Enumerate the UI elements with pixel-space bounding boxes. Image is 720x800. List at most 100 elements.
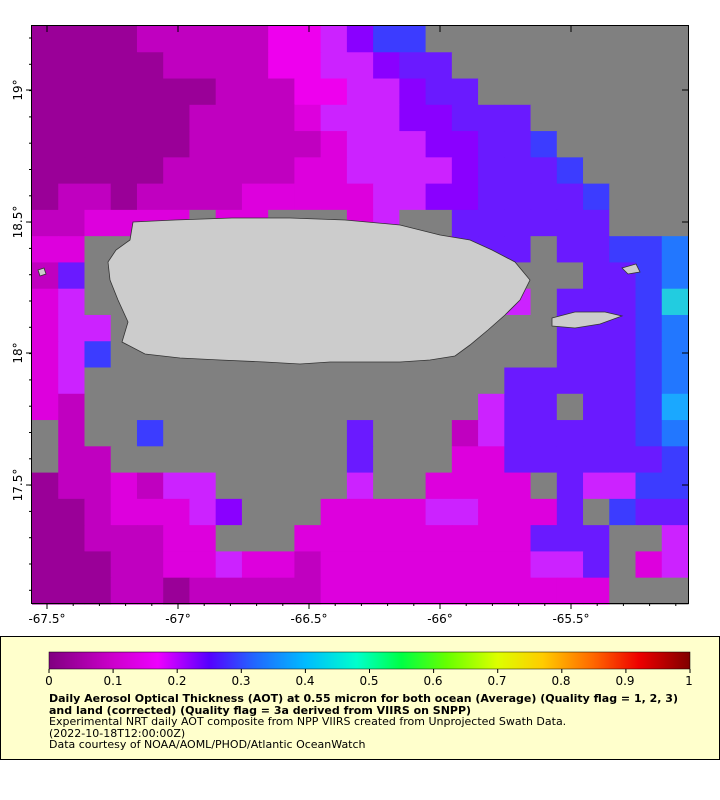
aot-cell — [320, 577, 348, 605]
aot-cell — [110, 498, 138, 526]
aot-cell — [58, 288, 86, 316]
aot-cell — [373, 157, 400, 185]
no-data-cell — [373, 472, 400, 500]
aot-cell — [58, 314, 86, 342]
aot-cell — [504, 157, 532, 185]
aot-cell — [504, 104, 532, 132]
aot-cell — [110, 577, 138, 605]
no-data-cell — [530, 26, 558, 53]
aot-cell — [556, 420, 584, 447]
aot-cell — [346, 472, 374, 500]
aot-cell — [189, 577, 217, 605]
aot-cell — [84, 209, 112, 237]
no-data-cell — [661, 78, 689, 106]
aot-cell — [556, 498, 584, 526]
aot-cell — [556, 367, 584, 395]
aot-cell — [530, 498, 558, 526]
aot-cell — [635, 262, 663, 290]
aot-cell — [583, 393, 610, 421]
aot-cell — [136, 525, 164, 552]
aot-cell — [504, 498, 532, 526]
aot-cell — [609, 393, 637, 421]
aot-cell — [294, 551, 322, 579]
aot-cell — [110, 104, 138, 132]
aot-cell — [84, 446, 112, 474]
aot-cell — [58, 78, 86, 106]
aot-cell — [504, 393, 532, 421]
no-data-cell — [556, 104, 584, 132]
no-data-cell — [373, 367, 400, 395]
y-tick-label: 19° — [11, 79, 25, 100]
aot-cell — [268, 26, 295, 53]
aot-cell — [32, 104, 59, 132]
no-data-cell — [84, 367, 112, 395]
no-data-cell — [110, 420, 138, 447]
colorbar-tick-label: 0.7 — [487, 674, 506, 688]
no-data-cell — [399, 393, 427, 421]
aot-cell — [215, 183, 243, 211]
aot-cell — [294, 78, 322, 106]
no-data-cell — [84, 288, 112, 316]
no-data-cell — [530, 104, 558, 132]
aot-cell — [609, 367, 637, 395]
no-data-cell — [241, 446, 269, 474]
no-data-cell — [635, 52, 663, 80]
aot-cell — [58, 498, 86, 526]
aot-cell — [425, 52, 453, 80]
no-data-cell — [241, 393, 269, 421]
aot-cell — [163, 52, 191, 80]
no-data-cell — [110, 446, 138, 474]
colorbar-tick-label: 0.1 — [103, 674, 122, 688]
no-data-cell — [583, 52, 610, 80]
no-data-cell — [294, 420, 322, 447]
aot-cell — [58, 262, 86, 290]
colorbar-tick-label: 0.5 — [359, 674, 378, 688]
no-data-cell — [215, 420, 243, 447]
aot-cell — [635, 472, 663, 500]
no-data-cell — [110, 393, 138, 421]
aot-cell — [110, 131, 138, 158]
aot-cell — [163, 104, 191, 132]
aot-cell — [451, 420, 479, 447]
aot-cell — [661, 314, 689, 342]
aot-cell — [241, 104, 269, 132]
aot-cell — [399, 131, 427, 158]
aot-cell — [661, 525, 689, 552]
no-data-cell — [399, 367, 427, 395]
aot-cell — [32, 183, 59, 211]
no-data-cell — [478, 52, 505, 80]
aot-cell — [346, 131, 374, 158]
aot-cell — [556, 472, 584, 500]
aot-cell — [635, 498, 663, 526]
aot-cell — [32, 209, 59, 237]
no-data-cell — [609, 183, 637, 211]
no-data-cell — [504, 341, 532, 369]
aot-cell — [189, 551, 217, 579]
aot-cell — [661, 551, 689, 579]
no-data-cell — [478, 78, 505, 106]
aot-cell — [58, 236, 86, 264]
no-data-cell — [635, 104, 663, 132]
aot-cell — [84, 104, 112, 132]
no-data-cell — [425, 393, 453, 421]
aot-cell — [373, 52, 400, 80]
no-data-cell — [609, 577, 637, 605]
aot-cell — [32, 78, 59, 106]
aot-cell — [189, 131, 217, 158]
aot-cell — [425, 131, 453, 158]
aot-cell — [268, 551, 295, 579]
aot-cell — [136, 52, 164, 80]
colorbar-tick-label: 0.9 — [615, 674, 634, 688]
aot-cell — [661, 446, 689, 474]
no-data-cell — [504, 78, 532, 106]
y-axis-labels: 19° 18.5° 18° 17.5° — [11, 79, 25, 501]
aot-cell — [84, 472, 112, 500]
mona-island-land — [37, 267, 47, 277]
aot-cell — [346, 104, 374, 132]
no-data-cell — [583, 26, 610, 53]
no-data-cell — [425, 26, 453, 53]
aot-cell — [189, 26, 217, 53]
aot-cell — [268, 157, 295, 185]
aot-cell — [530, 183, 558, 211]
aot-cell — [425, 577, 453, 605]
